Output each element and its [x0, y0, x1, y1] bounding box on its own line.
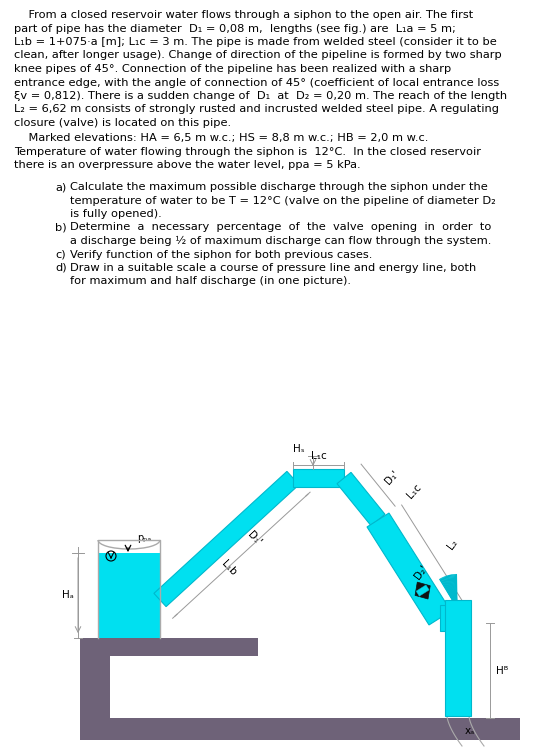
Polygon shape [154, 472, 299, 607]
Text: Draw in a suitable scale a course of pressure line and energy line, both: Draw in a suitable scale a course of pre… [70, 263, 476, 273]
Text: Verify function of the siphon for both previous cases.: Verify function of the siphon for both p… [70, 249, 373, 260]
Bar [80, 656, 110, 718]
Polygon shape [293, 469, 344, 487]
Polygon shape [443, 577, 455, 601]
Polygon shape [447, 576, 455, 601]
Polygon shape [445, 600, 471, 716]
Polygon shape [441, 578, 454, 602]
Text: L₁b: L₁b [219, 559, 238, 578]
Polygon shape [455, 575, 457, 600]
Text: From a closed reservoir water flows through a siphon to the open air. The first: From a closed reservoir water flows thro… [14, 10, 473, 20]
Text: clean, after longer usage). Change of direction of the pipeline is formed by two: clean, after longer usage). Change of di… [14, 50, 502, 61]
Polygon shape [440, 605, 458, 631]
Text: ξv = 0,812). There is a sudden change of  D₁  at  D₂ = 0,20 m. The reach of the : ξv = 0,812). There is a sudden change of… [14, 91, 507, 101]
Text: D₂': D₂' [412, 563, 429, 581]
Polygon shape [415, 582, 430, 599]
Bar [80, 638, 258, 656]
Text: Hₐ: Hₐ [62, 590, 74, 601]
Text: Temperature of water flowing through the siphon is  12°C.  In the closed reservo: Temperature of water flowing through the… [14, 147, 481, 157]
Text: there is an overpressure above the water level, ppa = 5 kPa.: there is an overpressure above the water… [14, 161, 361, 170]
Text: L₂ = 6,62 m consists of strongly rusted and incrusted welded steel pipe. A regul: L₂ = 6,62 m consists of strongly rusted … [14, 104, 499, 114]
Text: Determine  a  necessary  percentage  of  the  valve  opening  in  order  to: Determine a necessary percentage of the … [70, 222, 491, 233]
Polygon shape [448, 575, 455, 601]
Text: c): c) [55, 249, 66, 260]
Text: entrance edge, with the angle of connection of 45° (coefficient of local entranc: entrance edge, with the angle of connect… [14, 77, 500, 88]
Text: L₁b = 1+075·a [m]; L₁c = 3 m. The pipe is made from welded steel (consider it to: L₁b = 1+075·a [m]; L₁c = 3 m. The pipe i… [14, 37, 497, 47]
Text: Hₛ: Hₛ [293, 444, 305, 454]
Polygon shape [449, 575, 456, 601]
Text: for maximum and half discharge (in one picture).: for maximum and half discharge (in one p… [70, 276, 351, 286]
Polygon shape [337, 472, 385, 526]
Polygon shape [454, 575, 457, 600]
Text: L₁c: L₁c [405, 482, 423, 500]
Text: part of pipe has the diameter  D₁ = 0,08 m,  lengths (see fig.) are  L₁a = 5 m;: part of pipe has the diameter D₁ = 0,08 … [14, 23, 456, 34]
Text: L₁c: L₁c [310, 451, 326, 461]
Text: b): b) [55, 222, 66, 233]
Text: d): d) [55, 263, 66, 273]
Polygon shape [456, 575, 457, 600]
Text: L₂: L₂ [446, 537, 460, 551]
Polygon shape [444, 577, 455, 601]
Text: D₁': D₁' [383, 468, 401, 486]
Polygon shape [451, 575, 456, 601]
Polygon shape [453, 575, 456, 600]
Polygon shape [442, 578, 454, 602]
Text: D₁': D₁' [246, 529, 263, 547]
Text: xₐ: xₐ [465, 726, 475, 736]
Text: a discharge being ½ of maximum discharge can flow through the system.: a discharge being ½ of maximum discharge… [70, 236, 491, 246]
Polygon shape [446, 576, 455, 601]
Polygon shape [442, 578, 454, 601]
Text: pₚₐ: pₚₐ [137, 533, 151, 543]
Bar [80, 718, 520, 740]
Text: a): a) [55, 182, 66, 192]
Polygon shape [440, 579, 454, 602]
Polygon shape [367, 513, 451, 625]
Polygon shape [416, 585, 429, 596]
Polygon shape [450, 575, 456, 601]
Text: Marked elevations: HA = 6,5 m w.c.; HS = 8,8 m w.c.; HB = 2,0 m w.c.: Marked elevations: HA = 6,5 m w.c.; HS =… [14, 134, 428, 143]
Text: temperature of water to be T = 12°C (valve on the pipeline of diameter D₂: temperature of water to be T = 12°C (val… [70, 195, 496, 206]
Text: Hᴮ: Hᴮ [496, 665, 508, 675]
Text: knee pipes of 45°. Connection of the pipeline has been realized with a sharp: knee pipes of 45°. Connection of the pip… [14, 64, 451, 74]
Text: is fully opened).: is fully opened). [70, 209, 162, 219]
Text: closure (valve) is located on this pipe.: closure (valve) is located on this pipe. [14, 118, 231, 128]
Bar [98, 553, 160, 638]
Text: Calculate the maximum possible discharge through the siphon under the: Calculate the maximum possible discharge… [70, 182, 488, 192]
